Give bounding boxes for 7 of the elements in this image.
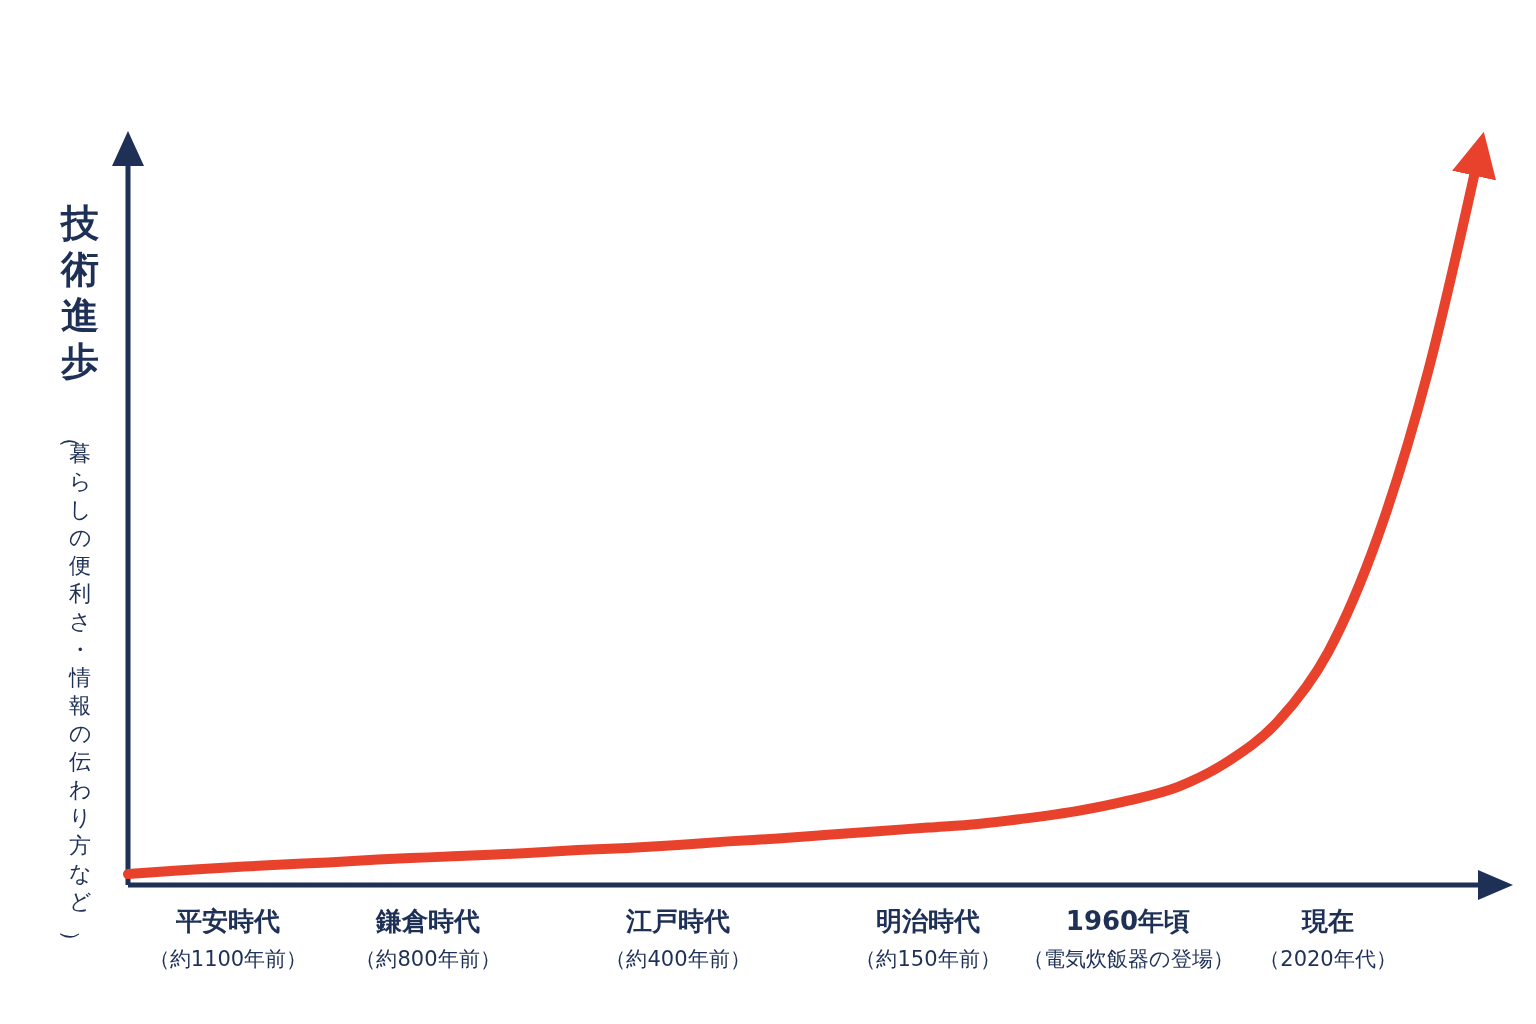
text: 技術進歩（暮らしの便利さ・情報の伝わり方など）: [58, 201, 99, 953]
x-tick-label: 平安時代（約1100年前）: [148, 906, 308, 971]
x-tick-label: 現在（2020年代）: [1259, 906, 1397, 971]
x-tick-label: 1960年頃（電気炊飯器の登場）: [1022, 906, 1234, 971]
x-tick-label: 江戸時代（約400年前）: [605, 906, 751, 971]
x-tick-label: 明治時代（約150年前）: [855, 906, 1001, 971]
x-tick-label: 鎌倉時代（約800年前）: [355, 906, 501, 971]
